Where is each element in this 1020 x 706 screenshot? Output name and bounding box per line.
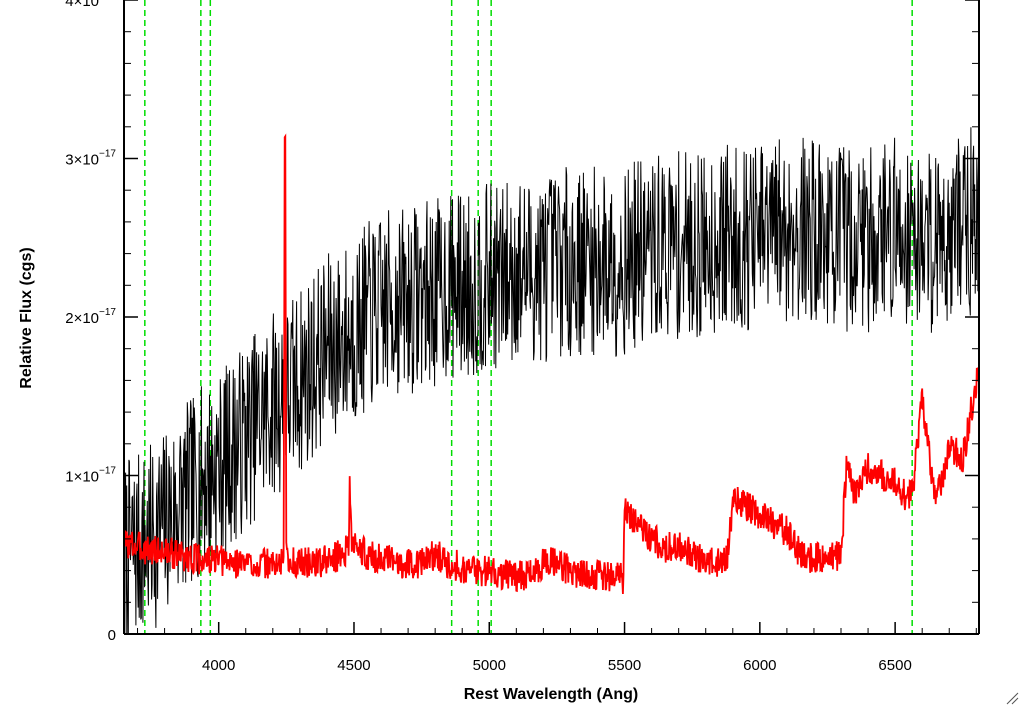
y-tick-label: 1×10−17 bbox=[65, 466, 116, 486]
x-axis-title: Rest Wavelength (Ang) bbox=[464, 686, 639, 703]
y-axis-ticks: 0 1×10−17 2×10−17 3×10−17 4×10−17 bbox=[65, 0, 979, 644]
emission-line-markers bbox=[144, 0, 913, 634]
x-axis-ticks: 4000 4500 5000 5500 6000 6500 bbox=[137, 622, 977, 674]
x-tick-label: 4500 bbox=[337, 657, 370, 674]
y-tick-label: 3×10−17 bbox=[65, 149, 116, 169]
y-tick-label: 2×10−17 bbox=[65, 307, 116, 327]
x-tick-label: 5000 bbox=[473, 657, 506, 674]
series-line-0 bbox=[124, 127, 979, 634]
x-tick-label: 6500 bbox=[878, 657, 911, 674]
x-tick-label: 5500 bbox=[608, 657, 641, 674]
series-line-1 bbox=[124, 133, 979, 595]
y-axis-title: Relative Flux (cgs) bbox=[18, 247, 35, 388]
x-tick-label: 6000 bbox=[743, 657, 776, 674]
y-tick-label: 4×10−17 bbox=[65, 0, 116, 10]
x-tick-label: 4000 bbox=[202, 657, 235, 674]
resize-grip-icon[interactable] bbox=[1006, 692, 1019, 705]
spectrum-series bbox=[124, 127, 979, 634]
y-tick-label: 0 bbox=[108, 627, 116, 644]
